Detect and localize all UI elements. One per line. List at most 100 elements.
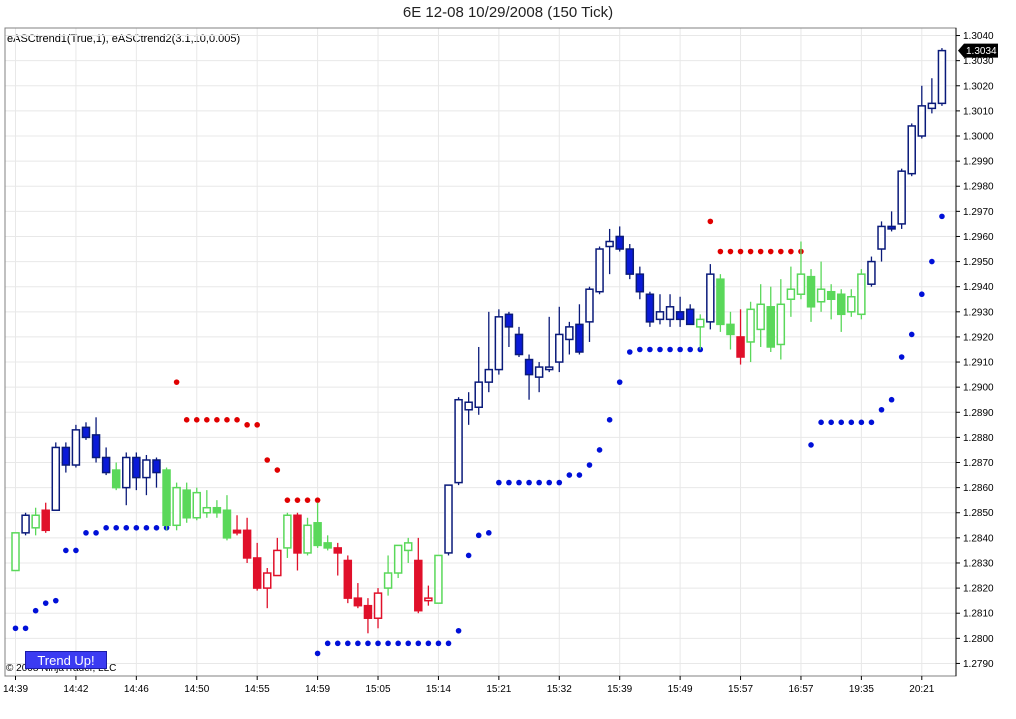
candle [726, 311, 735, 350]
stop-dot-blue [143, 525, 150, 531]
candle-body [424, 597, 433, 602]
stop-dot-blue [405, 640, 412, 647]
candle [736, 309, 745, 365]
candle-body [242, 529, 252, 559]
stop-dot-blue [939, 213, 945, 220]
y-tick-label: 1.2880 [963, 433, 994, 444]
candle [101, 447, 111, 476]
candle-body [434, 554, 443, 604]
candle [303, 517, 312, 556]
candle [111, 462, 121, 491]
stop-dot-blue [586, 462, 593, 468]
candle-body [494, 316, 504, 371]
stop-dot-blue [415, 640, 422, 647]
candle [756, 284, 765, 347]
candle [263, 568, 272, 609]
candle [635, 266, 645, 300]
y-tick-label: 1.2960 [963, 232, 994, 243]
candle [383, 555, 393, 596]
stop-dot-blue [496, 479, 502, 486]
candle-body [41, 509, 50, 532]
candle [464, 392, 473, 425]
candle [293, 512, 302, 571]
y-tick-label: 1.2970 [963, 207, 994, 218]
candle-body [746, 308, 755, 343]
candle-body [857, 273, 866, 316]
candle [162, 467, 171, 531]
candle [232, 515, 242, 536]
candle [665, 294, 675, 327]
x-tick-label: 14:50 [184, 684, 209, 695]
candle-body [111, 469, 121, 489]
stop-dot-red [788, 248, 794, 255]
candle-body [937, 49, 947, 105]
candle-body [142, 459, 151, 479]
stop-dot-blue [878, 406, 885, 413]
candle-body [696, 318, 705, 328]
candle-body [333, 547, 342, 554]
candle-body [635, 273, 645, 293]
x-tick-label: 14:39 [3, 684, 28, 695]
candle-body [132, 456, 141, 479]
candle [524, 354, 534, 400]
candle [434, 554, 443, 604]
stop-dot-blue [385, 640, 391, 647]
candle [424, 585, 433, 606]
candle-body [343, 559, 353, 599]
candle-body [152, 459, 161, 474]
candle-body [917, 105, 927, 137]
candle [393, 544, 403, 579]
stop-dot-blue [365, 640, 371, 647]
stop-dot-red [214, 417, 220, 423]
candle [252, 542, 262, 591]
stop-dot-red [727, 248, 734, 255]
stop-dot-blue [123, 525, 130, 531]
stop-dot-blue [919, 291, 925, 298]
x-tick-label: 15:39 [607, 684, 632, 695]
stop-dot-blue [536, 479, 542, 486]
grid-lines [5, 28, 956, 676]
x-tick-label: 15:21 [486, 684, 511, 695]
stop-dot-blue [52, 597, 59, 604]
x-tick-label: 15:57 [728, 684, 753, 695]
candle-body [907, 125, 916, 175]
candle-body [414, 559, 423, 612]
trend-up-button[interactable]: Trend Up! [25, 651, 107, 669]
candle-body [464, 401, 473, 411]
candle [685, 304, 695, 326]
stop-dot-blue [506, 479, 512, 486]
stop-dot-blue [556, 479, 563, 486]
y-tick-label: 1.3040 [963, 31, 994, 42]
stop-dot-red [314, 497, 321, 503]
x-tick-label: 14:46 [124, 684, 149, 695]
candle [444, 484, 453, 556]
candle-body [222, 509, 232, 539]
stop-dot-blue [375, 640, 381, 647]
candle-body [585, 288, 594, 323]
candle [81, 422, 91, 440]
candle [836, 289, 846, 332]
candle-body [836, 293, 846, 316]
stop-dot-blue [465, 552, 472, 559]
stop-dot-blue [898, 354, 905, 360]
stop-dot-blue [858, 419, 865, 426]
candle [152, 457, 161, 488]
candle-body [685, 308, 695, 326]
y-tick-label: 1.2990 [963, 157, 994, 168]
stop-dot-blue [485, 530, 492, 536]
candle [907, 123, 916, 177]
candle-body [484, 368, 494, 383]
candle [927, 78, 937, 114]
stop-dot-blue [153, 525, 160, 531]
candle [504, 311, 514, 347]
x-tick-label: 14:59 [305, 684, 330, 695]
candle-body [655, 311, 665, 321]
stop-dot-blue [113, 525, 119, 531]
y-tick-label: 1.2810 [963, 609, 994, 620]
candle [877, 221, 886, 262]
candle [696, 314, 705, 350]
candle [414, 537, 423, 614]
candle [796, 241, 806, 300]
candle [484, 311, 494, 393]
